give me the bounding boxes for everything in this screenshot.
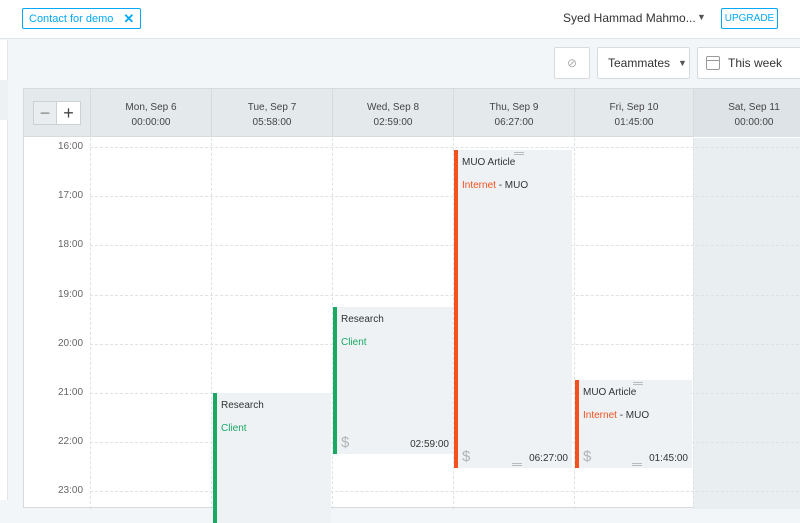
day-total: 05:58:00 <box>252 117 292 128</box>
entry-client: - MUO <box>498 180 529 191</box>
billable-dollar-icon[interactable]: $ <box>341 434 350 451</box>
day-header-wed: Wed, Sep 8 02:59:00 <box>332 89 453 137</box>
day-label: Mon, Sep 6 <box>125 102 177 113</box>
hour-line <box>90 491 800 492</box>
teammates-label: Teammates <box>608 56 671 70</box>
time-label: 16:00 <box>58 141 84 152</box>
time-entry[interactable]: Research Client <box>213 393 331 523</box>
weekend-column <box>693 138 800 509</box>
day-label: Fri, Sep 10 <box>609 102 659 113</box>
close-icon[interactable]: ✕ <box>123 11 135 26</box>
day-label: Sat, Sep 11 <box>728 102 780 113</box>
day-total: 01:45:00 <box>614 117 654 128</box>
sync-off-icon: ⊘ <box>566 56 578 70</box>
chevron-down-icon: ▼ <box>678 58 687 68</box>
day-total: 00:00:00 <box>131 117 171 128</box>
entry-description: MUO Article <box>583 387 637 398</box>
time-entry[interactable]: MUO Article Internet - MUO $ 06:27:00 <box>454 150 572 468</box>
resize-handle-icon[interactable] <box>514 152 524 155</box>
sync-button[interactable]: ⊘ <box>554 47 590 79</box>
chevron-down-icon[interactable]: ▼ <box>697 12 706 22</box>
hour-line <box>90 245 800 246</box>
calendar-header: − + Mon, Sep 6 00:00:00 Tue, Sep 7 05:58… <box>24 89 800 137</box>
time-entry[interactable]: MUO Article Internet - MUO $ 01:45:00 <box>575 380 692 468</box>
calendar-view: − + Mon, Sep 6 00:00:00 Tue, Sep 7 05:58… <box>23 88 800 523</box>
sidebar-highlight <box>0 80 8 120</box>
entry-color-bar <box>213 393 217 523</box>
day-total: 06:27:00 <box>494 117 534 128</box>
column-divider <box>693 138 694 509</box>
hour-line <box>90 196 800 197</box>
resize-handle-icon[interactable] <box>512 463 522 466</box>
calendar-icon <box>706 56 720 70</box>
time-entry[interactable]: Research Client $ 02:59:00 <box>333 307 453 454</box>
contact-demo-tag[interactable]: Contact for demo ✕ <box>22 8 142 29</box>
entry-project: Internet <box>583 410 617 421</box>
time-label: 22:00 <box>58 436 84 447</box>
day-header-fri: Fri, Sep 10 01:45:00 <box>574 89 693 137</box>
user-menu-name[interactable]: Syed Hammad Mahmo... <box>563 11 696 25</box>
time-label: 23:00 <box>58 485 84 496</box>
entry-color-bar <box>575 380 579 468</box>
day-header-tue: Tue, Sep 7 05:58:00 <box>211 89 332 137</box>
time-label: 19:00 <box>58 289 84 300</box>
entry-color-bar <box>454 150 458 468</box>
teammates-dropdown[interactable]: Teammates ▼ <box>597 47 690 79</box>
hour-line <box>90 295 800 296</box>
day-header-thu: Thu, Sep 9 06:27:00 <box>453 89 574 137</box>
week-picker[interactable]: This week <box>697 47 800 79</box>
entry-duration: 01:45:00 <box>649 453 688 464</box>
entry-color-bar <box>333 307 337 454</box>
time-label: 18:00 <box>58 239 84 250</box>
calendar-grid[interactable]: 16:00 17:00 18:00 19:00 20:00 21:00 22:0… <box>24 138 800 523</box>
entry-duration: 06:27:00 <box>529 453 568 464</box>
entry-client: - MUO <box>619 410 650 421</box>
billable-dollar-icon[interactable]: $ <box>462 448 471 465</box>
entry-project: Client <box>341 337 367 348</box>
day-total: 02:59:00 <box>373 117 413 128</box>
column-divider <box>211 138 212 509</box>
zoom-controls: − + <box>33 101 81 125</box>
hour-line <box>90 147 800 148</box>
sidebar-edge <box>0 40 8 500</box>
entry-description: MUO Article <box>462 157 516 168</box>
time-label: 17:00 <box>58 190 84 201</box>
time-label: 21:00 <box>58 387 84 398</box>
resize-handle-icon[interactable] <box>632 463 642 466</box>
time-label: 20:00 <box>58 338 84 349</box>
contact-demo-label[interactable]: Contact for demo <box>29 12 114 25</box>
column-divider <box>332 138 333 509</box>
entry-duration: 02:59:00 <box>410 439 449 450</box>
column-divider <box>574 138 575 509</box>
day-label: Thu, Sep 9 <box>489 102 539 113</box>
day-label: Tue, Sep 7 <box>247 102 297 113</box>
entry-project-line: Internet - MUO <box>462 180 528 191</box>
billable-dollar-icon[interactable]: $ <box>583 448 592 465</box>
entry-description: Research <box>341 314 384 325</box>
resize-handle-icon[interactable] <box>633 382 643 385</box>
top-bar: Contact for demo ✕ Syed Hammad Mahmo... … <box>0 0 800 39</box>
column-divider <box>453 138 454 509</box>
day-total: 00:00:00 <box>734 117 774 128</box>
week-picker-label: This week <box>728 56 783 70</box>
zoom-in-button[interactable]: + <box>57 101 81 125</box>
entry-project: Internet <box>462 180 496 191</box>
entry-project-line: Internet - MUO <box>583 410 649 421</box>
day-header-mon: Mon, Sep 6 00:00:00 <box>90 89 211 137</box>
day-header-sat: Sat, Sep 11 00:00:00 <box>693 89 800 137</box>
entry-project: Client <box>221 423 247 434</box>
column-divider <box>90 138 91 509</box>
upgrade-button[interactable]: UPGRADE <box>721 8 778 29</box>
entry-description: Research <box>221 400 264 411</box>
day-label: Wed, Sep 8 <box>366 102 420 113</box>
zoom-out-button[interactable]: − <box>33 101 57 125</box>
